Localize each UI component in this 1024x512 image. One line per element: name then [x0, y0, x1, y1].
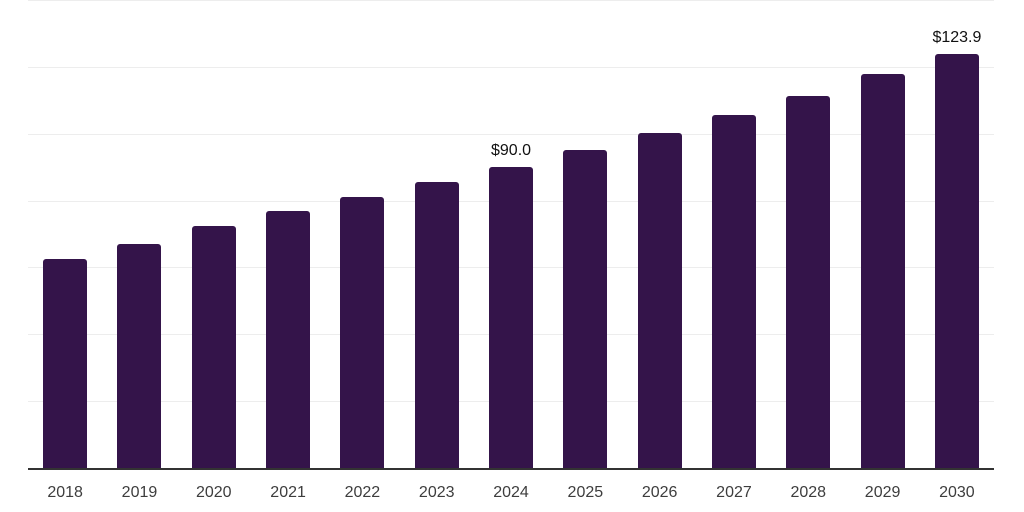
x-tick-2023: 2023 [418, 484, 455, 501]
bar-group-2020 [177, 0, 251, 468]
bar-2029 [860, 74, 905, 468]
x-tick-2022: 2022 [344, 484, 381, 501]
bar-2021 [266, 211, 311, 468]
bar-2018 [43, 259, 88, 468]
gridline-140 [28, 0, 994, 1]
gridline-120 [28, 66, 994, 68]
x-tick-2019: 2019 [121, 484, 158, 501]
x-tick-2020: 2020 [195, 484, 232, 501]
x-tick-2018: 2018 [47, 484, 83, 501]
gridline-100 [28, 133, 994, 135]
value-label-2030: $123.9 [932, 28, 982, 46]
bar-group-2029 [845, 0, 919, 468]
x-tick-2030: 2030 [939, 484, 975, 501]
bar-group-2030: $123.9 [920, 0, 994, 468]
bar-2026 [637, 132, 682, 468]
x-tick-2027: 2027 [716, 484, 752, 501]
bar-2023 [414, 181, 459, 468]
bar-group-2025 [548, 0, 622, 468]
bar-2022 [340, 196, 385, 468]
plot-area: $90.0 $123.9 [28, 0, 994, 470]
bar-group-2027 [697, 0, 771, 468]
x-tick-2026: 2026 [641, 484, 678, 501]
value-label-2024: $90.0 [491, 142, 532, 160]
bar-2028 [786, 95, 831, 468]
bar-group-2023 [400, 0, 474, 468]
bar-2025 [563, 150, 608, 468]
bar-2019 [117, 244, 162, 468]
x-tick-2028: 2028 [790, 484, 827, 501]
x-axis: 2018 2019 2020 2021 2022 2023 2024 2025 2026 2027… [28, 470, 994, 502]
bar-group-2024: $90.0 [474, 0, 548, 468]
bar-group-2021 [251, 0, 325, 468]
bars-container: $90.0 $123.9 [28, 0, 994, 468]
bar-2027 [711, 114, 756, 468]
bar-group-2022 [325, 0, 399, 468]
x-tick-2029: 2029 [864, 484, 901, 501]
bar-group-2019 [102, 0, 176, 468]
bar-2024 [489, 167, 534, 468]
bar-2020 [191, 225, 236, 468]
x-tick-2024: 2024 [493, 484, 529, 501]
bar-group-2018 [28, 0, 102, 468]
bar-group-2028 [771, 0, 845, 468]
bar-2030 [934, 53, 979, 468]
x-tick-2025: 2025 [567, 484, 604, 501]
x-tick-2021: 2021 [270, 484, 306, 501]
bar-group-2026 [623, 0, 697, 468]
